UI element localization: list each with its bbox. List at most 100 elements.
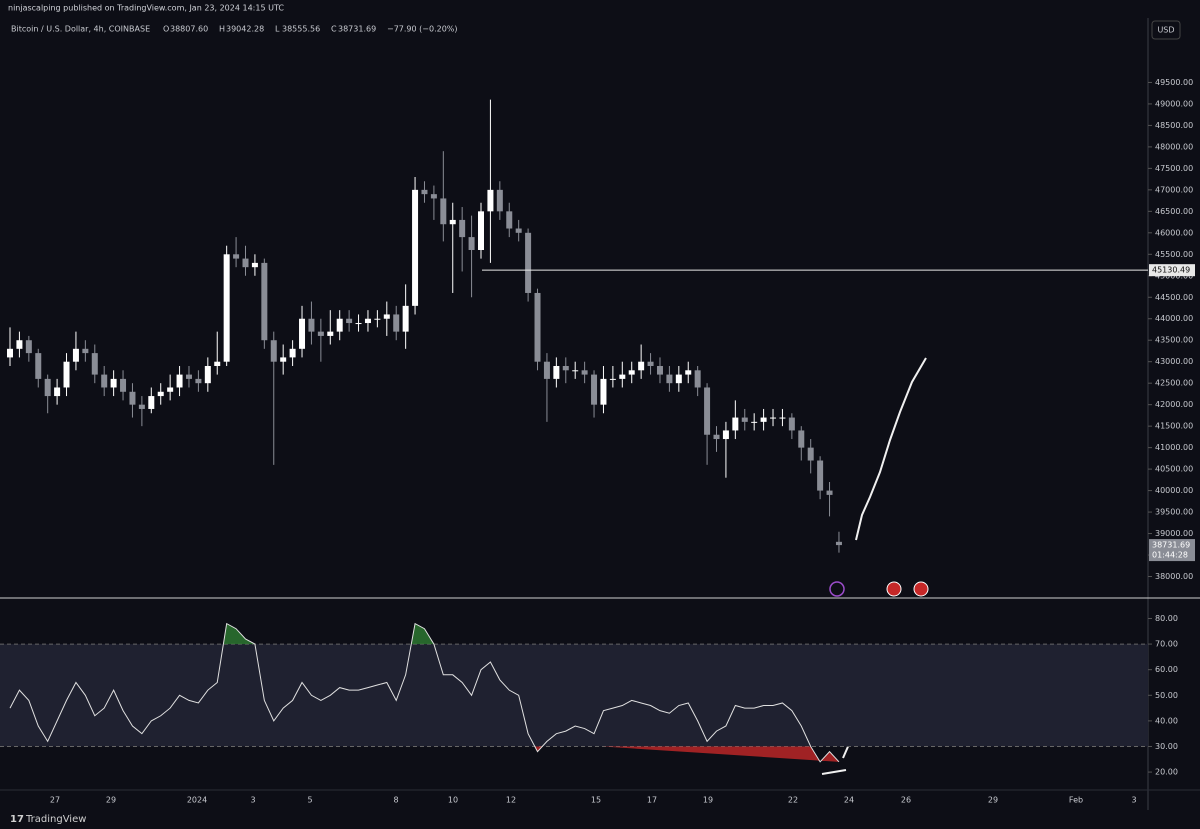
event-icon[interactable]: [829, 581, 845, 597]
candle-body: [638, 361, 645, 371]
y-tick-label: 39500.00: [1155, 508, 1193, 517]
y-tick-label: 41500.00: [1155, 422, 1193, 431]
candle-body: [7, 348, 13, 358]
x-tick-label: 2024: [187, 796, 207, 805]
candle-body: [506, 211, 513, 229]
rsi-line: [9, 622, 840, 763]
currency[interactable]: USD: [1157, 26, 1174, 35]
event-icon[interactable]: [886, 581, 902, 597]
x-tick-label: Feb: [1069, 796, 1083, 805]
candle-body: [251, 262, 258, 268]
candle-body: [120, 378, 127, 392]
candle-body: [562, 366, 569, 371]
x-tick-label: 17: [647, 796, 657, 805]
y-tick-label: 30.00: [1155, 742, 1178, 751]
y-tick-label: 38000.00: [1155, 572, 1193, 581]
x-tick-label: 29: [988, 796, 998, 805]
candle-body: [609, 378, 616, 380]
candle-body: [157, 391, 164, 397]
candle-body: [685, 370, 692, 375]
candle-body: [364, 318, 371, 324]
candle-body: [656, 366, 663, 375]
candle-body: [666, 374, 673, 384]
candle-body: [487, 189, 494, 212]
y-tick-label: 46000.00: [1155, 228, 1193, 237]
rsi-divergence-drawing: [821, 769, 847, 775]
candle-body: [496, 189, 503, 212]
last-price-box: [1149, 539, 1195, 562]
y-tick-label: 45500.00: [1155, 250, 1193, 259]
candle-body: [383, 314, 390, 319]
candle-body: [129, 391, 136, 405]
publish-note: ninjascalping published on TradingView.c…: [8, 4, 284, 13]
candle-body: [694, 370, 701, 388]
x-tick-label: 12: [506, 796, 516, 805]
candle-body: [713, 434, 720, 440]
x-tick-label: 3: [250, 796, 255, 805]
y-tick-label: 47000.00: [1155, 185, 1193, 194]
candle-body: [807, 447, 814, 461]
candle-body: [835, 541, 842, 546]
legend-value: 38731.69: [338, 25, 376, 34]
last-price: 38731.69: [1152, 541, 1190, 550]
legend-value: 38555.56: [282, 25, 320, 34]
projection-drawing: [855, 357, 927, 541]
footer: [0, 810, 1200, 829]
candle-body: [732, 417, 739, 431]
logo: 𝟭𝟳: [10, 814, 24, 825]
candle-body: [82, 348, 89, 354]
brand: TradingView: [25, 814, 86, 825]
candle-body: [581, 370, 588, 375]
candle-body: [459, 219, 466, 238]
y-tick-label: 39000.00: [1155, 529, 1193, 538]
candle-body: [760, 417, 767, 422]
candle-body: [167, 387, 174, 392]
candle-body: [600, 378, 607, 405]
y-tick-label: 20.00: [1155, 768, 1178, 777]
candle-body: [553, 366, 560, 379]
candle-body: [722, 430, 729, 440]
y-tick-label: 40.00: [1155, 716, 1178, 725]
candle-body: [317, 331, 324, 336]
x-tick-label: 29: [106, 796, 116, 805]
candle-body: [280, 357, 287, 362]
candle-body: [525, 232, 532, 293]
candle-body: [543, 361, 550, 379]
event-icon[interactable]: [913, 581, 929, 597]
candle-body: [91, 353, 98, 375]
candle-body: [788, 417, 795, 431]
candle-body: [355, 323, 362, 325]
candle-body: [44, 378, 51, 397]
candle-body: [534, 292, 541, 362]
y-tick-label: 48500.00: [1155, 121, 1193, 130]
candle-body: [393, 314, 400, 332]
candle-body: [336, 318, 343, 332]
y-tick-label: 50.00: [1155, 691, 1178, 700]
legend-key: L: [275, 25, 280, 34]
x-tick-label: 5: [307, 796, 312, 805]
candle-body: [54, 387, 61, 397]
candle-body: [374, 318, 381, 320]
x-tick-label: 19: [703, 796, 713, 805]
overbought-fill: [223, 623, 434, 645]
candle-body: [826, 490, 833, 495]
candle-body: [591, 374, 598, 405]
candle-body: [647, 361, 654, 366]
y-tick-label: 44000.00: [1155, 314, 1193, 323]
y-tick-label: 48000.00: [1155, 142, 1193, 151]
candle-body: [346, 318, 353, 324]
y-tick-label: 70.00: [1155, 640, 1178, 649]
candle-body: [35, 353, 42, 379]
candle-body: [751, 421, 758, 423]
x-tick-label: 8: [393, 796, 398, 805]
legend-key: O: [163, 25, 169, 34]
currency-box[interactable]: [1151, 20, 1181, 40]
y-tick-label: 42500.00: [1155, 379, 1193, 388]
y-tick-label: 47500.00: [1155, 164, 1193, 173]
oversold-fill: [534, 746, 839, 762]
candle-body: [704, 387, 711, 435]
candle-body: [675, 374, 682, 384]
candle-body: [430, 194, 437, 199]
candle-body: [185, 374, 192, 379]
